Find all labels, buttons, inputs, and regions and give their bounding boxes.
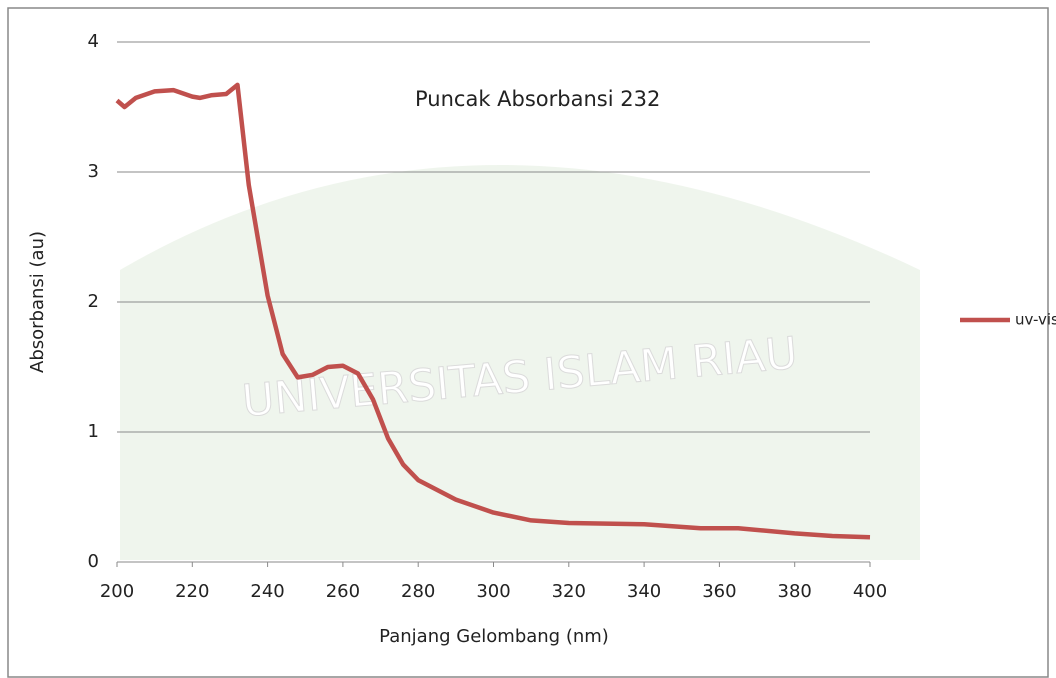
annotation: Puncak Absorbansi 232 (415, 87, 660, 111)
x-axis-title: Panjang Gelombang (nm) (379, 626, 609, 647)
y-tick-label: 0 (88, 551, 99, 572)
x-tick-label: 340 (627, 581, 661, 602)
x-tick-label: 320 (552, 581, 586, 602)
watermark: UNIVERSITAS ISLAM RIAU (120, 165, 920, 560)
x-tick-label: 360 (702, 581, 736, 602)
x-tick-label: 240 (250, 581, 284, 602)
x-tick-label: 260 (326, 581, 360, 602)
x-tick-label: 220 (175, 581, 209, 602)
y-tick-label: 3 (88, 161, 99, 182)
chart: UNIVERSITAS ISLAM RIAU Puncak Absorbansi… (0, 0, 1056, 678)
legend-label: uv-vis (1015, 311, 1056, 329)
y-tick-label: 2 (88, 291, 99, 312)
x-tick-label: 400 (853, 581, 887, 602)
y-tick-label: 4 (88, 31, 99, 52)
x-tick-label: 280 (401, 581, 435, 602)
x-tick-label: 300 (476, 581, 510, 602)
x-tick-label: 200 (100, 581, 134, 602)
y-axis-title: Absorbansi (au) (27, 231, 48, 373)
x-tick-label: 380 (778, 581, 812, 602)
y-tick-label: 1 (88, 421, 99, 442)
